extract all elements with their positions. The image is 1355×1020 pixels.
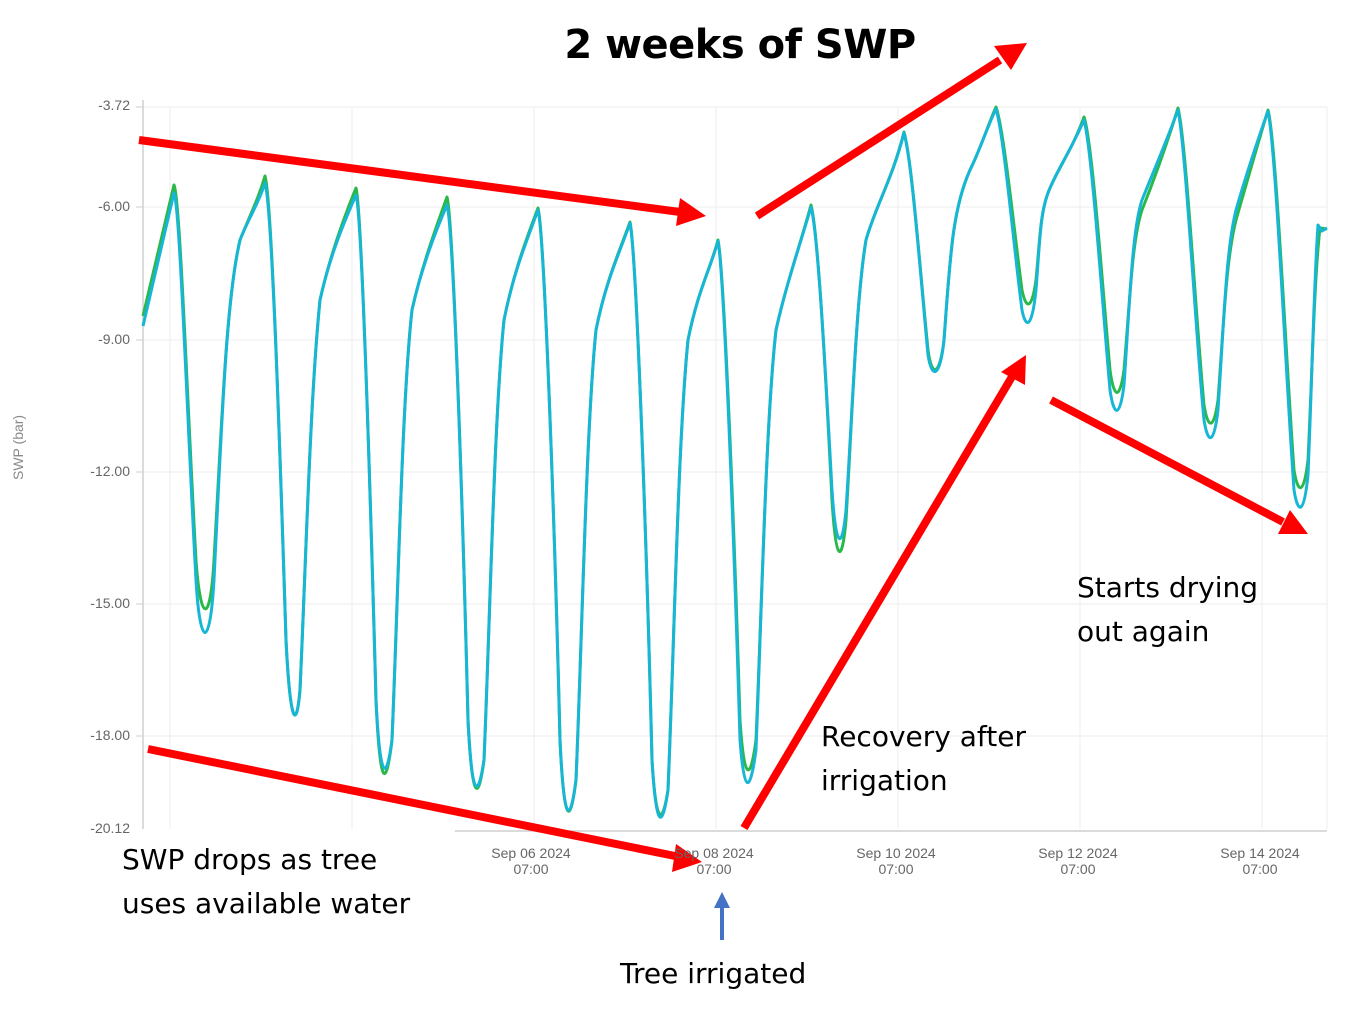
x-tick-date: Sep 12 2024: [1038, 845, 1118, 861]
arrow-drops-bottom-icon: [147, 745, 702, 872]
x-tick-date: Sep 08 2024: [674, 845, 754, 861]
y-tick-label: -12.00: [90, 463, 130, 479]
annotation-drops: SWP drops as tree uses available water: [122, 843, 411, 920]
x-tick-date: Sep 14 2024: [1220, 845, 1300, 861]
arrow-recovery-icon: [740, 355, 1026, 831]
arrow-drying-icon: [1049, 396, 1308, 534]
x-tick-label: Sep 14 2024 07:00: [1190, 845, 1330, 877]
y-tick-label: -18.00: [90, 727, 130, 743]
y-tick-label: -20.12: [90, 820, 130, 836]
arrow-irrigated-icon: [714, 892, 730, 940]
annotation-recovery: Recovery after irrigation: [821, 720, 1026, 797]
x-tick-label: Sep 10 2024 07:00: [826, 845, 966, 877]
x-tick-time: 07:00: [696, 861, 732, 877]
annotation-drying: Starts drying out again: [1077, 571, 1259, 648]
x-tick-label: Sep 08 2024 07:00: [644, 845, 784, 877]
series-line-green: [141, 105, 1328, 816]
x-tick-date: Sep 06 2024: [491, 845, 571, 861]
y-tick-label: -15.00: [90, 595, 130, 611]
x-tick-time: 07:00: [513, 861, 549, 877]
series-line-cyan: [141, 107, 1328, 819]
y-tick-label: -9.00: [98, 331, 130, 347]
arrow-rise-top-icon: [754, 43, 1027, 220]
x-tick-time: 07:00: [878, 861, 914, 877]
x-tick-time: 07:00: [1242, 861, 1278, 877]
x-tick-date: Sep 10 2024: [856, 845, 936, 861]
annotation-irrigated: Tree irrigated: [620, 957, 807, 990]
gridlines: [143, 106, 1328, 829]
x-tick-label: Sep 06 2024 07:00: [461, 845, 601, 877]
y-tick-label: -6.00: [98, 198, 130, 214]
y-tick-label: -3.72: [98, 97, 130, 113]
arrow-drops-top-icon: [138, 136, 706, 226]
y-tick-marks: [136, 106, 143, 737]
x-tick-label: Sep 12 2024 07:00: [1008, 845, 1148, 877]
x-tick-time: 07:00: [1060, 861, 1096, 877]
chart-title: 2 weeks of SWP: [564, 22, 916, 68]
